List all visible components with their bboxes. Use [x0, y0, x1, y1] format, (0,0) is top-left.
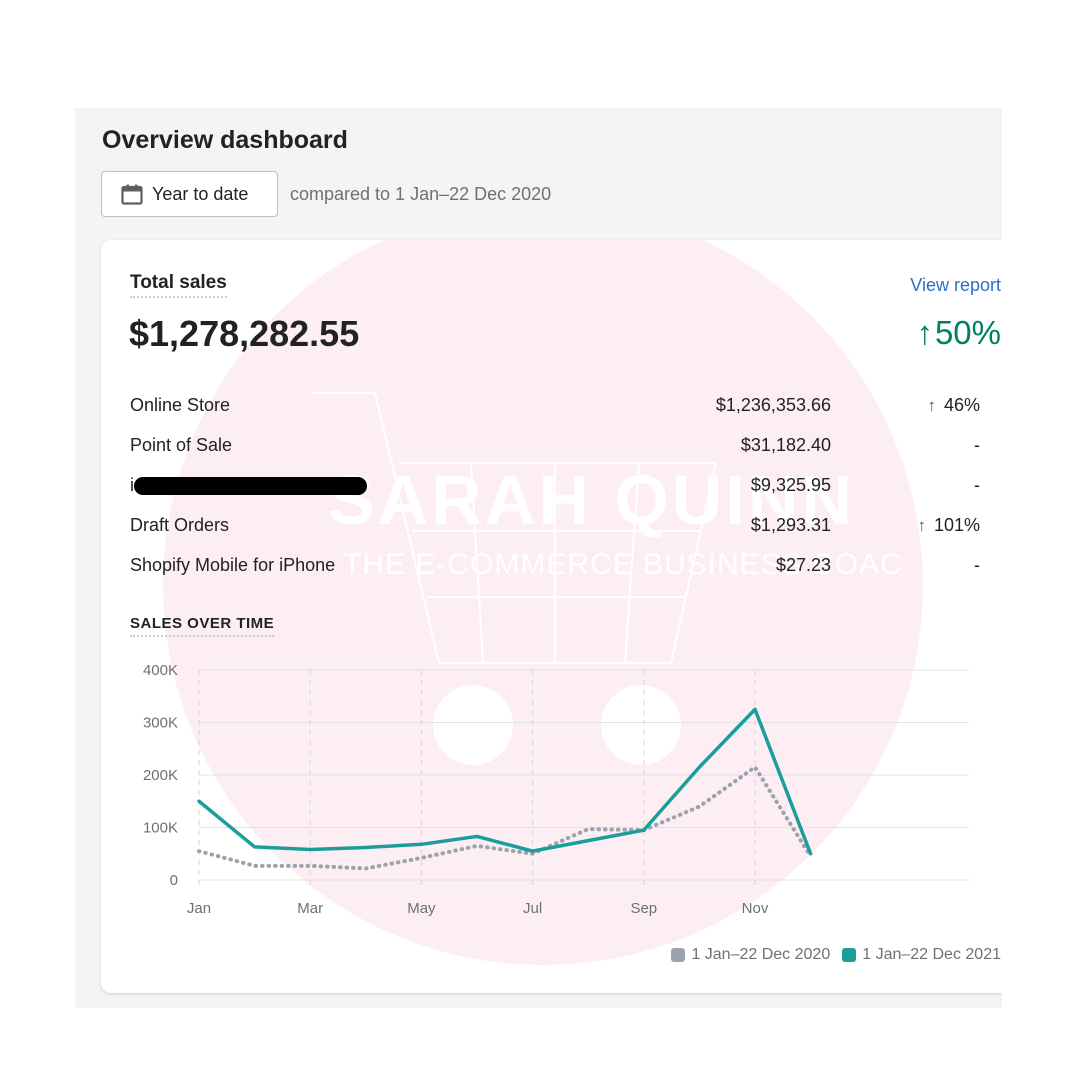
total-sales-card: SARAH QUINN THE E-COMMERCE BUSINESS COAC…	[101, 240, 1002, 993]
sales-over-time-label[interactable]: SALES OVER TIME	[130, 615, 275, 637]
total-sales-value: $1,278,282.55	[129, 313, 360, 354]
channel-change-value: -	[974, 435, 980, 455]
page-title: Overview dashboard	[102, 126, 348, 154]
y-tick-label: 0	[170, 872, 178, 889]
channel-change: ↑ 101%	[917, 515, 980, 536]
y-tick-label: 300K	[143, 715, 178, 732]
legend-item[interactable]: 1 Jan–22 Dec 2020	[671, 946, 830, 964]
channel-row: Online Store $1,236,353.66 ↑ 46%	[130, 387, 980, 427]
channel-label: Draft Orders	[130, 515, 230, 535]
legend-label: 1 Jan–22 Dec 2021	[862, 946, 1001, 963]
x-tick-label: May	[407, 900, 436, 917]
legend-label: 1 Jan–22 Dec 2020	[691, 946, 831, 963]
y-tick-label: 400K	[143, 662, 178, 679]
y-tick-label: 200K	[143, 767, 178, 784]
comparison-text: compared to 1 Jan–22 Dec 2020	[290, 184, 552, 204]
series-line-2021	[197, 707, 813, 856]
channel-label: Shopify Mobile for iPhone	[130, 555, 336, 575]
channel-value: $27.23	[775, 555, 831, 575]
arrow-up-icon: ↑	[916, 314, 933, 351]
watermark-circle: SARAH QUINN THE E-COMMERCE BUSINESS COAC	[163, 240, 923, 965]
channel-row: i…ell $9,325.95 -	[130, 467, 980, 507]
channel-change-value: -	[974, 555, 980, 575]
channel-value: $31,182.40	[740, 435, 831, 455]
channel-label: Online Store	[130, 395, 231, 415]
channel-change-value: 101%	[933, 515, 980, 535]
y-tick-label: 100K	[143, 820, 178, 837]
x-tick-label: Nov	[742, 900, 769, 917]
redaction-bar	[134, 477, 367, 495]
channel-row: Shopify Mobile for iPhone $27.23 -	[130, 547, 980, 587]
arrow-up-icon: ↑	[927, 395, 936, 415]
legend-swatch-2020	[671, 948, 686, 962]
watermark-cart-icon	[313, 392, 718, 765]
arrow-up-icon: ↑	[917, 515, 926, 535]
channel-row: Point of Sale $31,182.40 -	[130, 427, 980, 467]
x-tick-label: Jul	[523, 900, 542, 917]
view-report-link[interactable]: View report	[910, 275, 1001, 295]
channel-change: -	[974, 475, 980, 496]
x-tick-label: Jan	[187, 900, 211, 917]
sales-over-time-chart: 0 100K 200K 300K 400K Jan Mar May Jul Sep Nov	[143, 662, 969, 917]
x-tick-label: Sep	[630, 900, 657, 917]
date-range-label: Year to date	[152, 183, 249, 204]
channel-change: ↑ 46%	[927, 395, 980, 416]
channel-breakdown: Online Store $1,236,353.66 ↑ 46% Point o…	[130, 387, 980, 587]
legend-item[interactable]: 1 Jan–22 Dec 2021	[842, 946, 1001, 964]
legend-swatch-2021	[842, 948, 857, 962]
calendar-icon	[121, 184, 143, 205]
channel-change: -	[974, 435, 980, 456]
x-tick-label: Mar	[297, 900, 323, 917]
total-sales-label[interactable]: Total sales	[130, 272, 227, 298]
watermark-name: SARAH QUINN	[328, 461, 855, 539]
channel-value: $9,325.95	[750, 475, 831, 495]
channel-change-value: -	[974, 475, 980, 495]
series-line-2020	[197, 765, 813, 871]
channel-change-value: 46%	[943, 395, 980, 415]
channel-change: -	[974, 555, 980, 576]
dashboard-panel: Overview dashboard Year to date compared…	[75, 108, 1002, 1008]
total-sales-change-value: 50%	[934, 314, 1001, 351]
date-range-button[interactable]: Year to date	[101, 171, 278, 217]
channel-row: Draft Orders $1,293.31 ↑ 101%	[130, 507, 980, 547]
watermark-tagline: THE E-COMMERCE BUSINESS COAC	[343, 548, 903, 581]
total-sales-change: ↑ 50%	[916, 314, 1001, 352]
chart-legend: 1 Jan–22 Dec 2020 1 Jan–22 Dec 2021	[671, 946, 1001, 964]
channel-value: $1,236,353.66	[715, 395, 831, 415]
channel-label: Point of Sale	[130, 435, 233, 455]
channel-value: $1,293.31	[750, 515, 831, 535]
